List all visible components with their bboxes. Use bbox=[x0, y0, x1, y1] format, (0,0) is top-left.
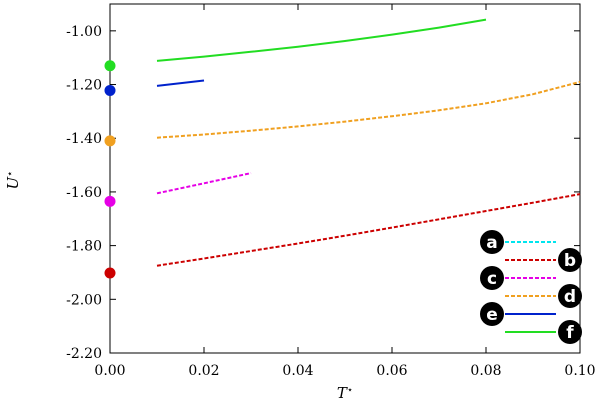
series bbox=[156, 18, 581, 267]
ticks: 0.00 0.02 0.04 0.06 0.08 0.10 -1.00 -1.20 -1.40 -… bbox=[66, 4, 596, 379]
legend: a b c d e f bbox=[480, 230, 582, 344]
legend-badge-a bbox=[480, 230, 504, 254]
points bbox=[104, 60, 116, 279]
series-line-c bbox=[156, 172, 252, 195]
zero-temperature-point bbox=[104, 195, 116, 207]
y-tick-label: -1.60 bbox=[66, 185, 102, 201]
legend-badge-e bbox=[480, 302, 504, 326]
y-tick-label: -1.00 bbox=[66, 24, 102, 40]
plot-frame bbox=[109, 3, 581, 354]
x-tick-label: 0.06 bbox=[376, 363, 407, 379]
zero-temperature-point bbox=[104, 267, 116, 279]
legend-badge-d bbox=[558, 284, 582, 308]
y-tick-label: -2.20 bbox=[66, 346, 102, 362]
legend-label-f: f bbox=[566, 323, 574, 343]
x-tick-label: 0.04 bbox=[282, 363, 313, 379]
legend-label-d: d bbox=[564, 287, 576, 307]
y-tick-label: -2.00 bbox=[66, 292, 102, 308]
y-tick-label: -1.80 bbox=[66, 239, 102, 255]
x-tick-label: 0.08 bbox=[470, 363, 501, 379]
legend-badge-b bbox=[558, 248, 582, 272]
legend-label-a: a bbox=[486, 233, 497, 253]
legend-label-e: e bbox=[486, 305, 498, 325]
legend-badge-c bbox=[480, 266, 504, 290]
x-tick-label: 0.00 bbox=[94, 363, 125, 379]
series-line-e bbox=[156, 79, 205, 87]
x-axis-label: T⋆ bbox=[337, 384, 353, 402]
legend-badge-f bbox=[558, 320, 582, 344]
zero-temperature-point bbox=[104, 84, 116, 96]
series-line-f bbox=[156, 18, 487, 62]
y-axis-label: U⋆ bbox=[4, 171, 22, 190]
zero-temperature-point bbox=[104, 60, 116, 72]
series-line-d bbox=[156, 80, 581, 139]
legend-label-b: b bbox=[564, 251, 576, 271]
x-tick-label: 0.10 bbox=[564, 363, 595, 379]
y-tick-label: -1.40 bbox=[66, 131, 102, 147]
zero-temperature-point bbox=[104, 135, 116, 147]
legend-label-c: c bbox=[487, 269, 497, 289]
x-tick-label: 0.02 bbox=[188, 363, 219, 379]
y-tick-label: -1.20 bbox=[66, 78, 102, 94]
series-line-b bbox=[156, 193, 581, 267]
